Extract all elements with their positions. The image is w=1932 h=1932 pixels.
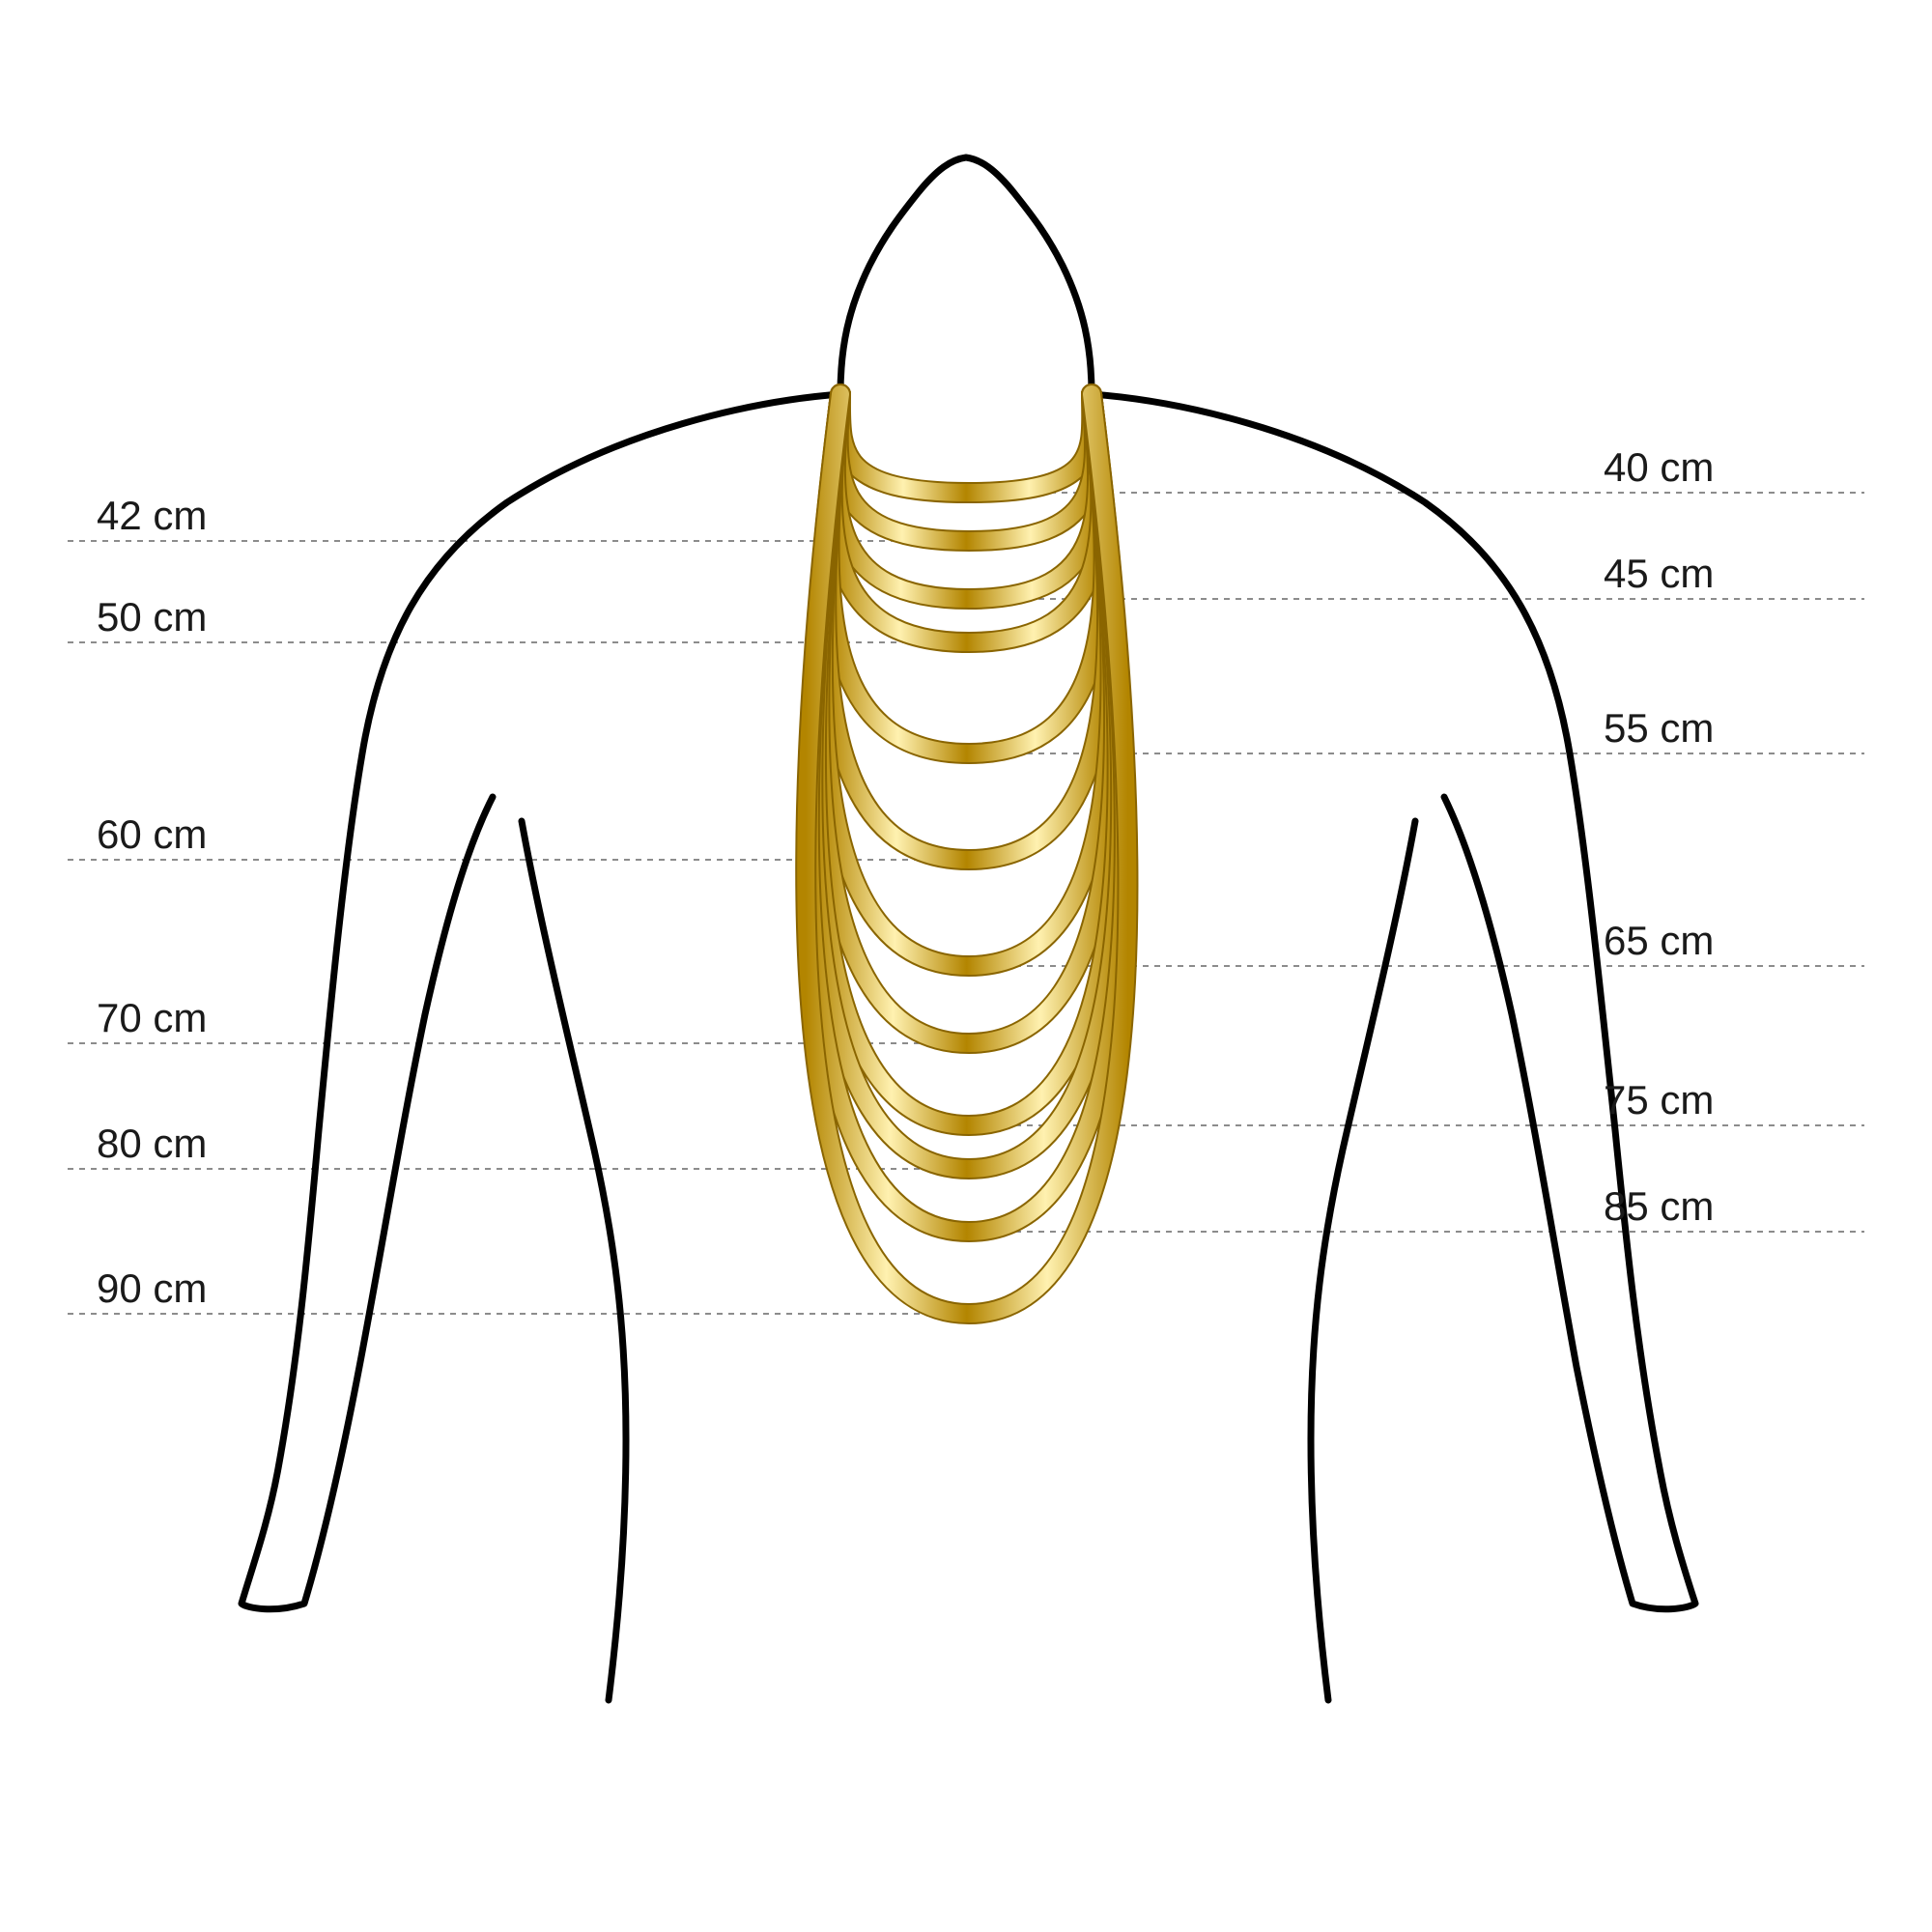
necklace-size-diagram: 40 cm 42 cm 45 cm 50 cm 55 cm 60 cm 65 cm 70 cm…: [0, 0, 1932, 1932]
necklace-chain: [840, 394, 1092, 493]
size-label: 42 cm: [97, 493, 207, 539]
size-label: 85 cm: [1604, 1183, 1714, 1230]
size-label: 70 cm: [97, 995, 207, 1041]
size-label: 80 cm: [97, 1121, 207, 1167]
size-label: 40 cm: [1604, 444, 1714, 491]
size-label: 45 cm: [1604, 551, 1714, 597]
size-label: 65 cm: [1604, 918, 1714, 964]
size-label: 55 cm: [1604, 705, 1714, 752]
size-label: 60 cm: [97, 811, 207, 858]
size-label: 50 cm: [97, 594, 207, 640]
size-label: 75 cm: [1604, 1077, 1714, 1123]
necklace-chain: [838, 394, 1094, 541]
size-label: 90 cm: [97, 1265, 207, 1312]
chains-layer: [0, 0, 1932, 1932]
